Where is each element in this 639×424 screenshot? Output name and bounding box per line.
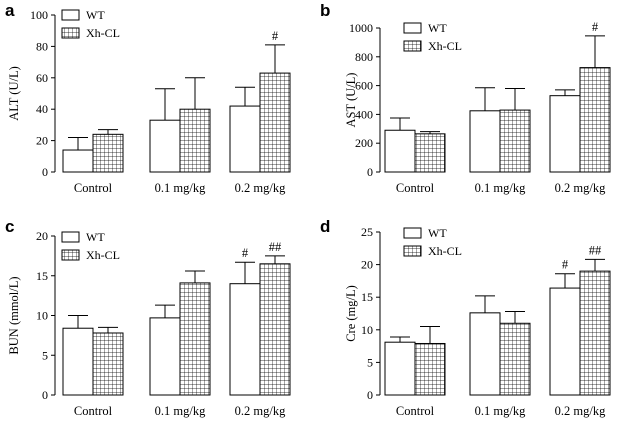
significance-mark: ## [589,243,602,257]
y-tick-label: 0 [367,388,373,402]
y-tick-label: 40 [36,102,48,116]
y-tick-label: 200 [355,136,373,150]
panel-c: c 0 5 10 15 20 BUN (mmol/L) Control 0.1 mg/kg 0.2… [5,217,291,418]
y-tick-label: 15 [361,290,373,304]
bar-wt [229,283,261,396]
panel-d: d 0 5 10 15 20 25 Cre (mg/L) Control 0.1 mg/kg 0.2… [320,217,611,418]
x-category-label: Control [396,404,435,418]
y-tick-label: 80 [36,39,48,53]
significance-mark: # [242,246,249,260]
bar-wt [149,317,181,396]
legend-label: WT [86,8,105,22]
legend-label: Xh-CL [428,39,462,53]
x-category-label: 0.2 mg/kg [555,181,606,195]
y-tick-label: 60 [36,71,48,85]
panel-letter: a [5,1,15,20]
x-category-label: 0.1 mg/kg [475,181,526,195]
legend-swatch [403,245,422,257]
bar-wt [62,327,94,396]
y-tick-label: 800 [355,50,373,64]
panel-b: b 0 200 400 600 800 1000 AST (U/L) Control 0.1 mg… [320,1,611,195]
bar-wt [469,312,501,396]
y-tick-label: 20 [361,258,373,272]
x-category-label: 0.1 mg/kg [155,181,206,195]
y-tick-label: 0 [42,165,48,179]
x-category-label: 0.2 mg/kg [235,404,286,418]
bar-xhcl [414,342,446,396]
x-category-label: 0.2 mg/kg [235,181,286,195]
x-category-label: 0.1 mg/kg [475,404,526,418]
significance-mark: ## [269,240,282,254]
y-tick-label: 400 [355,107,373,121]
x-category-label: Control [396,181,435,195]
legend-label: Xh-CL [428,244,462,258]
bar-xhcl [92,332,124,396]
bar-xhcl [579,270,611,396]
y-tick-label: 600 [355,79,373,93]
legend-label: WT [428,226,447,240]
y-tick-label: 0 [367,165,373,179]
panel-letter: c [5,217,14,236]
y-tick-label: 1000 [349,21,373,35]
bar-wt [549,95,581,173]
significance-mark: # [272,29,279,43]
y-axis-title: Cre (mg/L) [344,285,358,342]
bar-xhcl [92,133,124,173]
bar-wt [384,129,416,173]
legend-swatch [61,249,80,261]
legend-label: Xh-CL [86,26,120,40]
x-category-label: 0.2 mg/kg [555,404,606,418]
significance-mark: # [592,20,599,34]
legend-swatch [403,22,422,34]
bar-xhcl [179,108,211,173]
y-tick-label: 10 [361,323,373,337]
x-category-label: Control [74,404,113,418]
y-axis-title: BUN (mmol/L) [7,276,21,354]
y-axis-title: ALT (U/L) [7,66,21,121]
y-tick-label: 25 [361,225,373,239]
bar-xhcl [499,109,531,173]
legend-swatch [61,9,80,21]
y-tick-label: 100 [30,8,48,22]
x-category-label: Control [74,181,113,195]
bar-xhcl [499,322,531,396]
bar-wt [384,341,416,396]
legend-swatch [61,231,80,243]
bar-wt [229,105,261,173]
y-axis-title: AST (U/L) [344,73,358,128]
bar-xhcl [259,263,291,396]
panel-a: a 0 20 40 60 80 100 ALT (U/L) Control 0.1 mg/kg 0.… [5,1,291,195]
significance-mark: # [562,258,569,272]
bar-xhcl [179,282,211,396]
y-tick-label: 5 [367,355,373,369]
bar-wt [469,110,501,173]
legend-label: WT [428,21,447,35]
panel-letter: b [320,1,330,20]
legend-swatch [61,27,80,39]
x-category-label: 0.1 mg/kg [155,404,206,418]
bar-xhcl [414,133,446,173]
legend-swatch [403,40,422,52]
legend-swatch [403,227,422,239]
y-tick-label: 20 [36,134,48,148]
y-tick-label: 0 [42,388,48,402]
y-tick-label: 15 [36,269,48,283]
panel-letter: d [320,217,330,236]
y-tick-label: 20 [36,229,48,243]
legend-label: Xh-CL [86,248,120,262]
bar-xhcl [579,67,611,173]
bar-wt [549,287,581,396]
legend-label: WT [86,230,105,244]
bar-wt [149,119,181,173]
bar-xhcl [259,72,291,173]
y-tick-label: 10 [36,309,48,323]
y-tick-label: 5 [42,348,48,362]
bar-wt [62,149,94,173]
